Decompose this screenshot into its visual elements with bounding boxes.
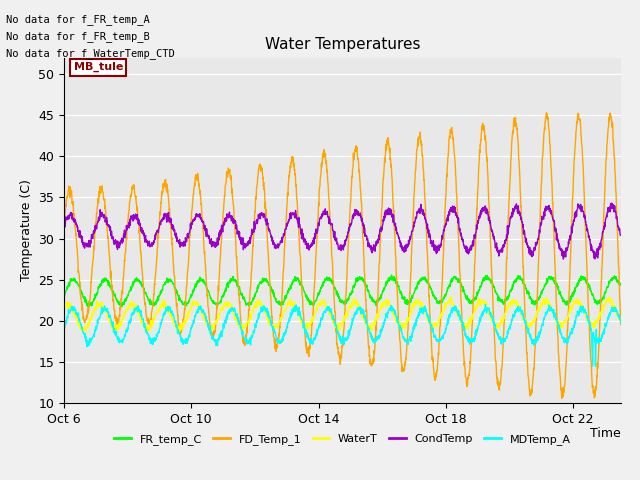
- Legend: FR_temp_C, FD_Temp_1, WaterT, CondTemp, MDTemp_A: FR_temp_C, FD_Temp_1, WaterT, CondTemp, …: [110, 430, 575, 449]
- Text: MB_tule: MB_tule: [74, 62, 123, 72]
- Y-axis label: Temperature (C): Temperature (C): [20, 180, 33, 281]
- Text: Time: Time: [590, 427, 621, 440]
- Title: Water Temperatures: Water Temperatures: [265, 37, 420, 52]
- Text: No data for f_FR_temp_B: No data for f_FR_temp_B: [6, 31, 150, 42]
- Text: No data for f_FR_temp_A: No data for f_FR_temp_A: [6, 14, 150, 25]
- Text: No data for f_WaterTemp_CTD: No data for f_WaterTemp_CTD: [6, 48, 175, 59]
